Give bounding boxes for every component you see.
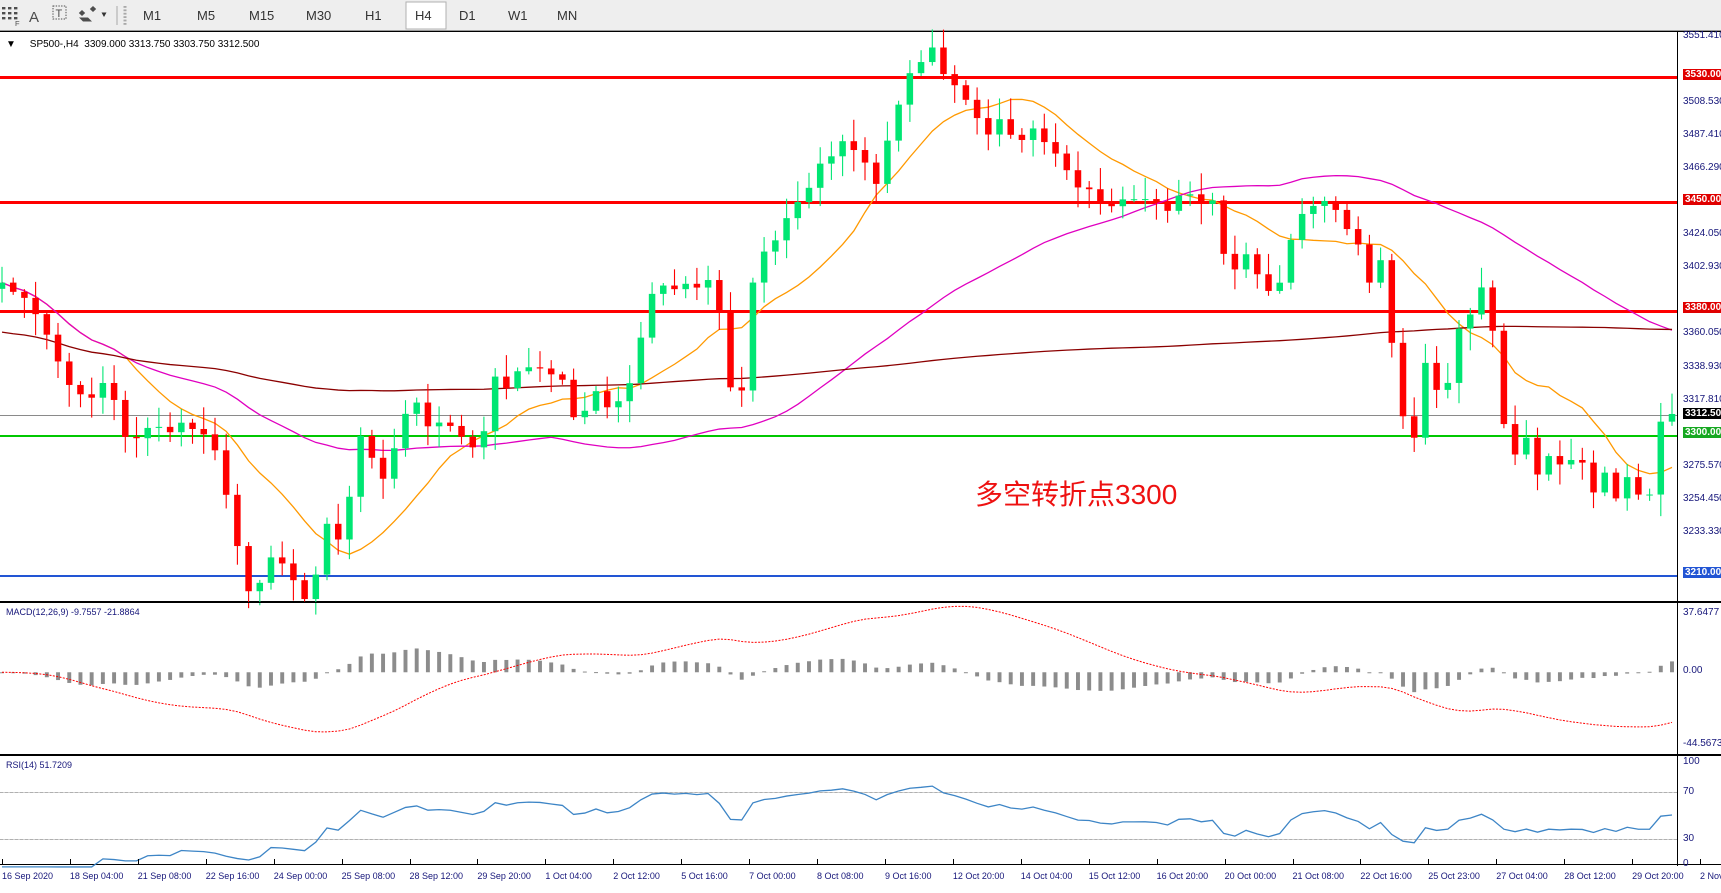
svg-text:A: A [29,9,39,26]
svg-text:MN: MN [557,8,577,23]
svg-text:T: T [56,8,63,20]
svg-text:D1: D1 [459,8,476,23]
svg-text:M15: M15 [249,8,274,23]
svg-text:H1: H1 [365,8,382,23]
svg-text:M5: M5 [197,8,215,23]
svg-text:F: F [15,19,20,28]
svg-text:W1: W1 [508,8,528,23]
svg-text:M30: M30 [306,8,331,23]
svg-text:H4: H4 [415,8,432,23]
svg-text:M1: M1 [143,8,161,23]
